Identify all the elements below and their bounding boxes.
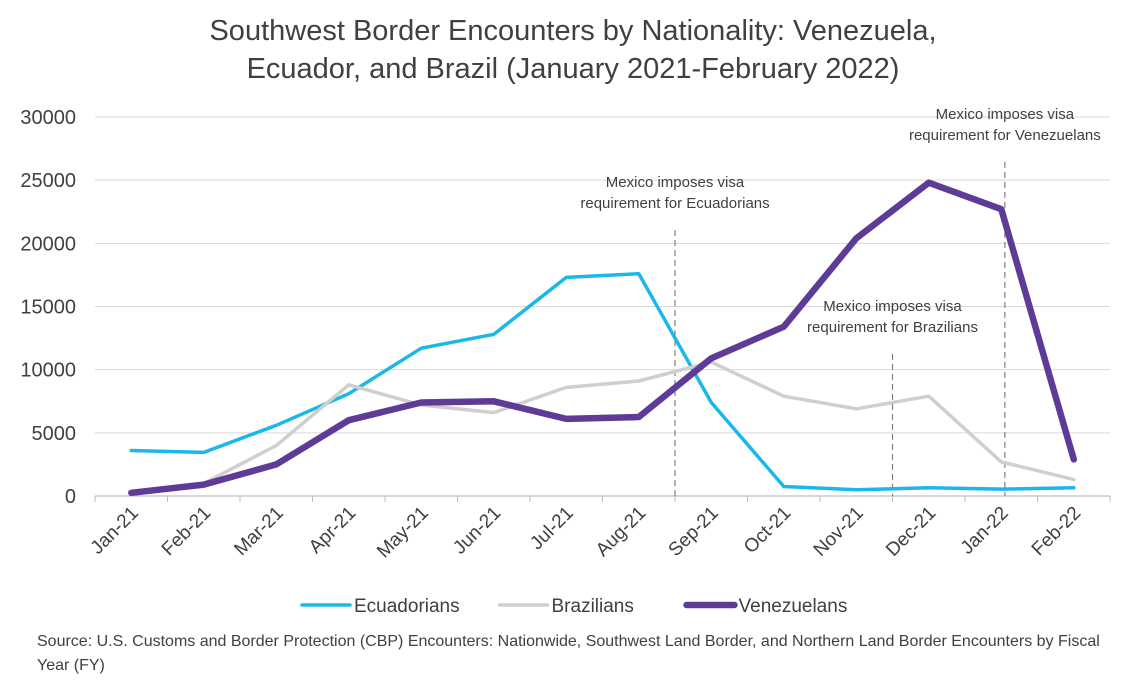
legend-label-venezuelans: Venezuelans: [739, 596, 848, 617]
annotation-label: Mexico imposes visa: [606, 174, 745, 191]
annotation-label: requirement for Venezuelans: [909, 127, 1101, 144]
series-line-ecuadorians: [129, 271, 1076, 492]
x-tick-label: Dec-21: [882, 503, 940, 561]
y-tick-label: 15000: [20, 297, 76, 319]
annotation-label: requirement for Ecuadorians: [580, 195, 769, 212]
x-tick-label: Sep-21: [665, 503, 723, 561]
x-tick-label: Oct-21: [740, 503, 795, 558]
x-tick-label: May-21: [373, 503, 433, 563]
y-tick-label: 25000: [20, 170, 76, 192]
chart-title-line-1: Southwest Border Encounters by Nationali…: [209, 15, 937, 47]
x-tick-label: Feb-22: [1028, 503, 1085, 560]
legend-label-brazilians: Brazilians: [552, 596, 634, 617]
series-line-brazilians: [129, 360, 1076, 494]
series-line-venezuelans: [128, 179, 1078, 497]
x-tick-label: Jan-21: [87, 503, 143, 559]
source-note: Source: U.S. Customs and Border Protecti…: [37, 633, 1100, 674]
x-tick-label: Apr-21: [305, 503, 360, 558]
x-tick-label: Jan-22: [957, 503, 1013, 559]
legend-label-ecuadorians: Ecuadorians: [354, 596, 460, 617]
y-tick-label: 0: [65, 486, 76, 508]
y-tick-label: 20000: [20, 233, 76, 255]
annotation-label: requirement for Brazilians: [807, 319, 978, 336]
y-tick-label: 10000: [20, 360, 76, 382]
annotation-label: Mexico imposes visa: [936, 106, 1075, 123]
x-tick-label: Mar-21: [230, 503, 287, 560]
line-chart: 0 5000 10000 15000 20000 25000 30000 Jan-21 Feb-…: [20, 106, 1111, 617]
x-tick-label: Aug-21: [592, 503, 650, 561]
annotation-label: Mexico imposes visa: [823, 298, 962, 315]
chart-title-line-2: Ecuador, and Brazil (January 2021-Februa…: [246, 53, 900, 85]
x-tick-label: Feb-21: [158, 503, 215, 560]
x-tick-label: Nov-21: [810, 503, 868, 561]
y-tick-label: 30000: [20, 107, 76, 129]
chart-title: Southwest Border Encounters by Nationali…: [0, 12, 1146, 88]
y-tick-label: 5000: [32, 423, 77, 445]
x-tick-label: Jul-21: [526, 503, 577, 554]
x-tick-label: Jun-21: [449, 503, 505, 559]
